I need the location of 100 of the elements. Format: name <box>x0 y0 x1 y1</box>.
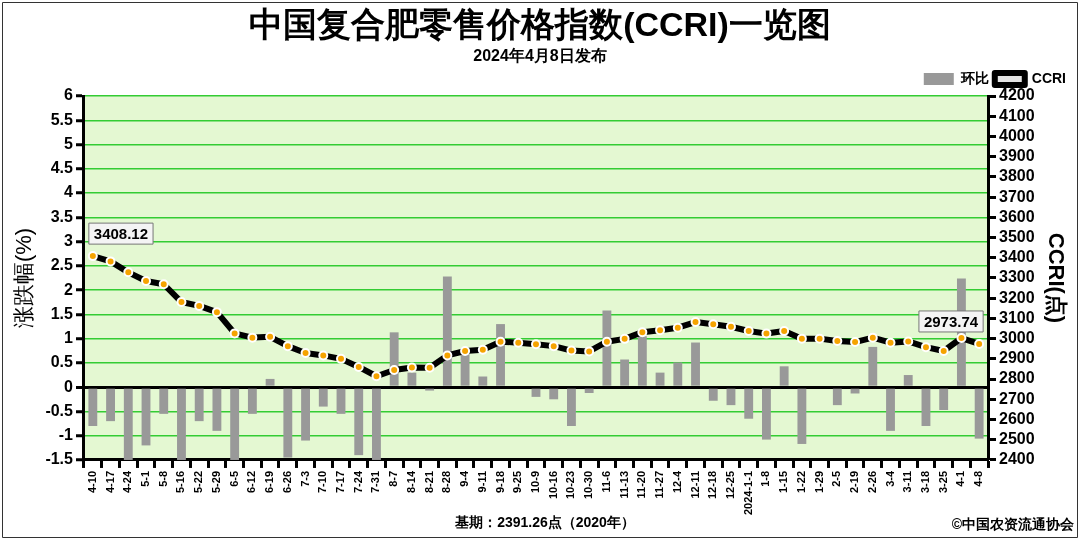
y2-tick-label: 3300 <box>999 268 1035 286</box>
chart-title: 中国复合肥零售价格指数(CCRI)一览图 <box>249 4 831 43</box>
bar <box>442 276 452 386</box>
y2-tick-label: 4200 <box>999 86 1035 104</box>
y2-tick-label: 4000 <box>999 126 1035 144</box>
bar <box>283 388 293 458</box>
y-tick-label: 5 <box>64 134 74 152</box>
x-tick-label: 7-17 <box>334 470 347 493</box>
x-tick-label: 5-16 <box>174 470 187 493</box>
bar <box>939 388 949 410</box>
legend-label: 环比 <box>959 69 989 86</box>
bar <box>637 336 647 386</box>
x-tick-label: 7-3 <box>298 470 311 487</box>
y-tick-label: 4.5 <box>50 159 74 177</box>
x-tick-label: 1-8 <box>759 470 772 487</box>
x-tick-label: 9-25 <box>511 470 524 493</box>
x-tick-label: 4-8 <box>972 470 985 487</box>
y2-tick-label: 3400 <box>999 248 1035 266</box>
x-tick-label: 8-28 <box>440 470 453 493</box>
x-tick-label: 3-18 <box>919 470 931 493</box>
x-tick-label: 11-13 <box>617 470 630 499</box>
x-tick-label: 6-5 <box>227 470 240 487</box>
y2-tick-label: 3500 <box>999 227 1035 245</box>
y-tick-label: 4 <box>64 183 74 201</box>
bar <box>247 388 257 414</box>
y2-tick-label: 3800 <box>999 167 1035 185</box>
y-axis-title: 涨跌幅(%) <box>11 227 37 329</box>
y-tick-label: 0 <box>64 377 74 395</box>
x-tick-label: 9-18 <box>493 470 506 493</box>
x-tick-label: 8-7 <box>387 470 400 487</box>
y2-tick-label: 3200 <box>999 288 1035 306</box>
bar <box>354 388 364 456</box>
bar <box>194 388 204 422</box>
y2-axis-title: CCRI(点) <box>1043 232 1069 324</box>
x-tick-label: 1-29 <box>812 470 825 493</box>
chart-subtitle: 2024年4月8日发布 <box>473 46 607 64</box>
bar <box>123 388 133 460</box>
x-tick-label: 5-22 <box>192 470 205 493</box>
y2-tick-label: 2900 <box>999 349 1035 367</box>
bar <box>708 388 718 401</box>
x-tick-label: 4-24 <box>121 470 134 493</box>
bar <box>372 388 381 460</box>
x-tick-label: 10-16 <box>546 470 559 500</box>
x-tick-label: 2-26 <box>865 470 878 493</box>
x-tick-label: 12-25 <box>724 470 737 500</box>
y2-tick-label: 2800 <box>999 369 1035 387</box>
x-tick-label: 4-17 <box>103 470 116 493</box>
bar <box>549 388 559 400</box>
bar <box>88 388 98 426</box>
bar <box>903 375 913 386</box>
y2-tick-label: 3100 <box>999 308 1035 326</box>
bar <box>974 388 984 439</box>
x-tick-label: 9-4 <box>458 470 471 487</box>
x-tick-label: 10-30 <box>582 470 595 500</box>
x-tick-label: 4-1 <box>954 470 967 487</box>
y-tick-label: 3 <box>64 231 74 249</box>
x-tick-label: 11-27 <box>653 470 666 499</box>
bar <box>868 346 878 386</box>
bar <box>673 362 683 386</box>
x-tick-label: 6-26 <box>280 470 293 493</box>
bar <box>301 388 310 441</box>
x-tick-label: 11-20 <box>635 470 648 499</box>
y-tick-label: 0.5 <box>50 353 74 371</box>
y-tick-label: 6 <box>64 86 74 104</box>
y2-tick-label: 3600 <box>999 207 1035 225</box>
bar <box>159 388 169 414</box>
x-tick-label: 3-25 <box>936 470 949 493</box>
bar <box>567 388 576 426</box>
x-tick-label: 11-6 <box>599 470 612 493</box>
y2-tick-label: 2700 <box>999 389 1035 407</box>
y-tick-label: 3.5 <box>50 207 74 225</box>
y-tick-label: 1.5 <box>50 304 74 322</box>
bar <box>265 378 275 386</box>
bar <box>584 388 594 393</box>
y2-tick-label: 4100 <box>999 106 1035 124</box>
x-tick-label: 5-8 <box>156 470 169 487</box>
bar <box>336 388 346 414</box>
bar <box>318 388 328 407</box>
x-tick-label: 5-29 <box>209 470 222 493</box>
bar <box>230 388 240 460</box>
bar <box>106 388 115 422</box>
bar <box>655 372 665 386</box>
x-tick-label: 2024-1-1 <box>741 470 754 516</box>
x-tick-label: 2-5 <box>830 470 843 487</box>
y-tick-label: -1 <box>58 426 74 444</box>
x-tick-label: 3-4 <box>883 470 896 487</box>
x-tick-label: 7-10 <box>316 470 329 493</box>
x-tick-label: 8-14 <box>404 470 417 493</box>
text: 基期：2391.26点（2020年） <box>454 513 635 530</box>
y2-tick-label: 3000 <box>999 329 1035 347</box>
bar <box>744 388 754 419</box>
y2-tick-label: 2500 <box>999 430 1035 448</box>
y-tick-label: 5.5 <box>50 110 74 128</box>
bar <box>212 388 222 431</box>
bar <box>620 359 630 386</box>
x-tick-label: 9-11 <box>475 470 488 493</box>
x-tick-label: 7-24 <box>351 470 364 493</box>
x-tick-label: 1-22 <box>794 470 807 493</box>
y2-tick-label: 2400 <box>999 450 1035 468</box>
x-tick-label: 7-31 <box>369 470 382 493</box>
